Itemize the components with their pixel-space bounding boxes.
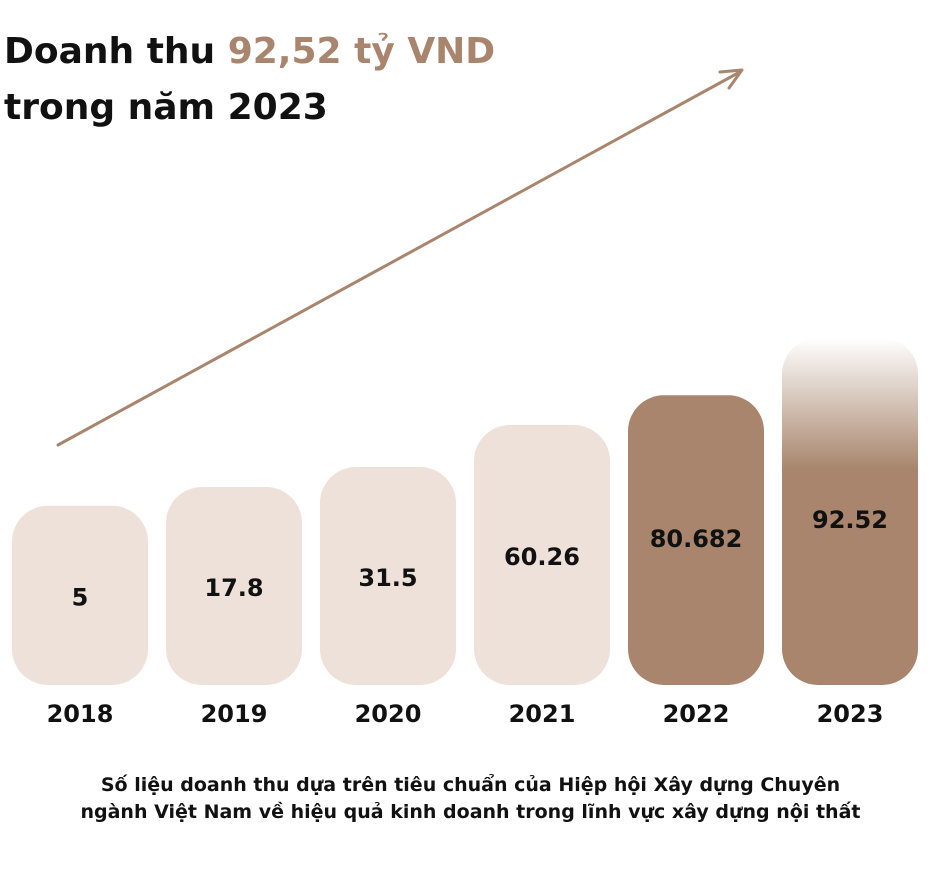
footnote: Số liệu doanh thu dựa trên tiêu chuẩn củ… — [0, 772, 941, 826]
category-label-2023: 2023 — [817, 700, 884, 728]
bars-layer: 5 2018 17.8 2019 31.5 2020 60.26 2021 80.682 2022… — [12, 337, 918, 728]
data-label-2020: 31.5 — [358, 564, 417, 592]
data-label-2022: 80.682 — [650, 525, 743, 553]
category-label-2019: 2019 — [201, 700, 268, 728]
footnote-line2: ngành Việt Nam về hiệu quả kinh doanh tr… — [80, 801, 861, 823]
bar-2023 — [782, 337, 918, 685]
category-label-2022: 2022 — [663, 700, 730, 728]
data-label-2018: 5 — [72, 583, 89, 611]
headline-line2: trong năm 2023 — [4, 87, 328, 128]
category-label-2021: 2021 — [509, 700, 576, 728]
data-label-2019: 17.8 — [204, 574, 263, 602]
category-label-2020: 2020 — [355, 700, 422, 728]
bar-2021 — [474, 425, 610, 685]
footnote-line1: Số liệu doanh thu dựa trên tiêu chuẩn củ… — [100, 774, 841, 796]
trend-arrow — [56, 68, 744, 447]
bar-2020 — [320, 467, 456, 685]
bar-2018 — [12, 505, 148, 685]
headline: Doanh thu 92,52 tỷ VND trong năm 2023 — [4, 24, 495, 136]
data-label-2021: 60.26 — [504, 543, 580, 571]
bar-2022 — [628, 395, 764, 685]
category-label-2018: 2018 — [47, 700, 114, 728]
data-label-2023: 92.52 — [812, 506, 888, 534]
bar-2019 — [166, 487, 302, 685]
headline-prefix: Doanh thu — [4, 31, 228, 72]
headline-accent-value: 92,52 tỷ VND — [227, 31, 496, 72]
revenue-bar-chart: 5 2018 17.8 2019 31.5 2020 60.26 2021 80.682 2022… — [12, 68, 918, 728]
